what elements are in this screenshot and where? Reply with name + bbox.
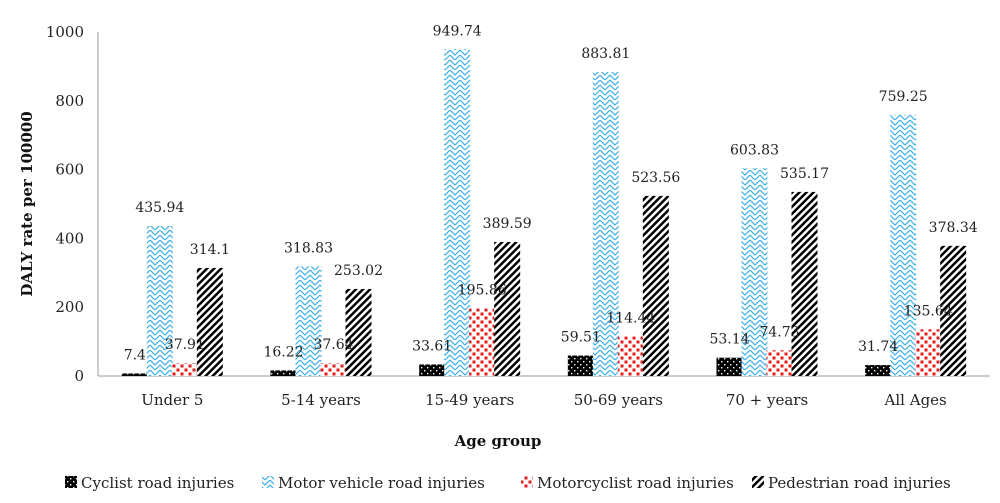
legend-swatch-diagonal xyxy=(752,476,764,488)
data-label: 949.74 xyxy=(433,23,482,39)
x-axis-ticks: Under 5 5-14 years 15-49 years 50-69 years 7… xyxy=(141,391,947,409)
data-labels: 7.4 16.22 33.61 59.51 53.14 31.74 435.94 318.83… xyxy=(124,23,978,363)
legend-label: Motor vehicle road injuries xyxy=(278,474,485,492)
data-label: 74.73 xyxy=(759,324,799,340)
bar-confetti xyxy=(617,336,644,376)
x-tick-label: Under 5 xyxy=(141,391,203,409)
data-label: 603.83 xyxy=(730,142,779,158)
y-tick-label: 800 xyxy=(55,92,84,110)
data-label: 114.44 xyxy=(606,311,655,327)
data-label: 378.34 xyxy=(929,220,978,236)
bar-diagonal xyxy=(345,288,372,376)
x-tick-label: 15-49 years xyxy=(425,391,514,409)
x-axis-title: Age group xyxy=(454,432,542,450)
y-axis-title: DALY rate per 100000 xyxy=(18,111,36,296)
data-label: 16.22 xyxy=(263,344,303,360)
y-tick-label: 600 xyxy=(55,161,84,179)
bar-confetti xyxy=(171,362,198,376)
bar-diagonal xyxy=(494,241,521,376)
bar-confetti xyxy=(469,308,496,376)
bar-confetti xyxy=(766,350,793,376)
bar-dots xyxy=(865,365,892,376)
data-label: 33.61 xyxy=(412,338,452,354)
bar-zigzag xyxy=(444,49,471,377)
bar-confetti xyxy=(915,329,942,376)
data-label: 59.51 xyxy=(561,330,601,346)
legend-label: Cyclist road injuries xyxy=(81,474,234,492)
x-tick-label: 5-14 years xyxy=(281,391,361,409)
bar-diagonal xyxy=(791,191,818,376)
y-axis-ticks: 0 200 400 600 800 1000 xyxy=(46,23,84,385)
bar-dots xyxy=(419,364,446,376)
x-tick-label: All Ages xyxy=(884,391,947,409)
y-tick-label: 200 xyxy=(55,298,84,316)
data-label: 135.64 xyxy=(904,303,953,319)
bar-dots xyxy=(270,370,297,376)
legend: Cyclist road injuries Motor vehicle road … xyxy=(65,474,951,492)
data-label: 7.4 xyxy=(124,347,146,363)
data-label: 435.94 xyxy=(135,200,184,216)
bar-dots xyxy=(716,357,743,376)
data-label: 314.1 xyxy=(190,242,230,258)
bar-diagonal xyxy=(940,245,967,376)
bar-dots xyxy=(121,373,148,376)
data-label: 37.64 xyxy=(313,337,353,353)
data-label: 523.56 xyxy=(631,170,680,186)
legend-swatch-dots xyxy=(65,476,77,488)
y-tick-label: 400 xyxy=(55,229,84,247)
data-label: 759.25 xyxy=(879,89,928,105)
data-label: 318.83 xyxy=(284,240,333,256)
legend-label: Pedestrian road injuries xyxy=(768,474,951,492)
bar-diagonal xyxy=(642,195,669,376)
data-label: 31.74 xyxy=(858,339,898,355)
data-label: 37.91 xyxy=(165,337,205,353)
x-tick-label: 70 + years xyxy=(726,391,808,409)
bar-zigzag xyxy=(146,226,173,376)
bar-zigzag xyxy=(890,114,917,377)
bar-confetti xyxy=(320,363,347,376)
data-label: 53.14 xyxy=(709,332,749,348)
data-label: 389.59 xyxy=(483,216,532,232)
bar-zigzag xyxy=(295,266,322,376)
legend-swatch-confetti xyxy=(521,476,533,488)
legend-label: Motorcyclist road injuries xyxy=(537,474,734,492)
bar-diagonal xyxy=(196,267,223,376)
data-label: 195.86 xyxy=(458,283,507,299)
data-label: 883.81 xyxy=(581,46,630,62)
data-label: 535.17 xyxy=(780,166,829,182)
bar-dots xyxy=(567,355,594,376)
y-tick-label: 1000 xyxy=(46,23,84,41)
data-label: 253.02 xyxy=(334,263,383,279)
bar-zigzag xyxy=(592,71,619,376)
y-tick-label: 0 xyxy=(74,367,84,385)
legend-swatch-zigzag xyxy=(262,476,274,488)
bars xyxy=(121,49,967,377)
x-tick-label: 50-69 years xyxy=(574,391,663,409)
bar-zigzag xyxy=(741,168,768,376)
